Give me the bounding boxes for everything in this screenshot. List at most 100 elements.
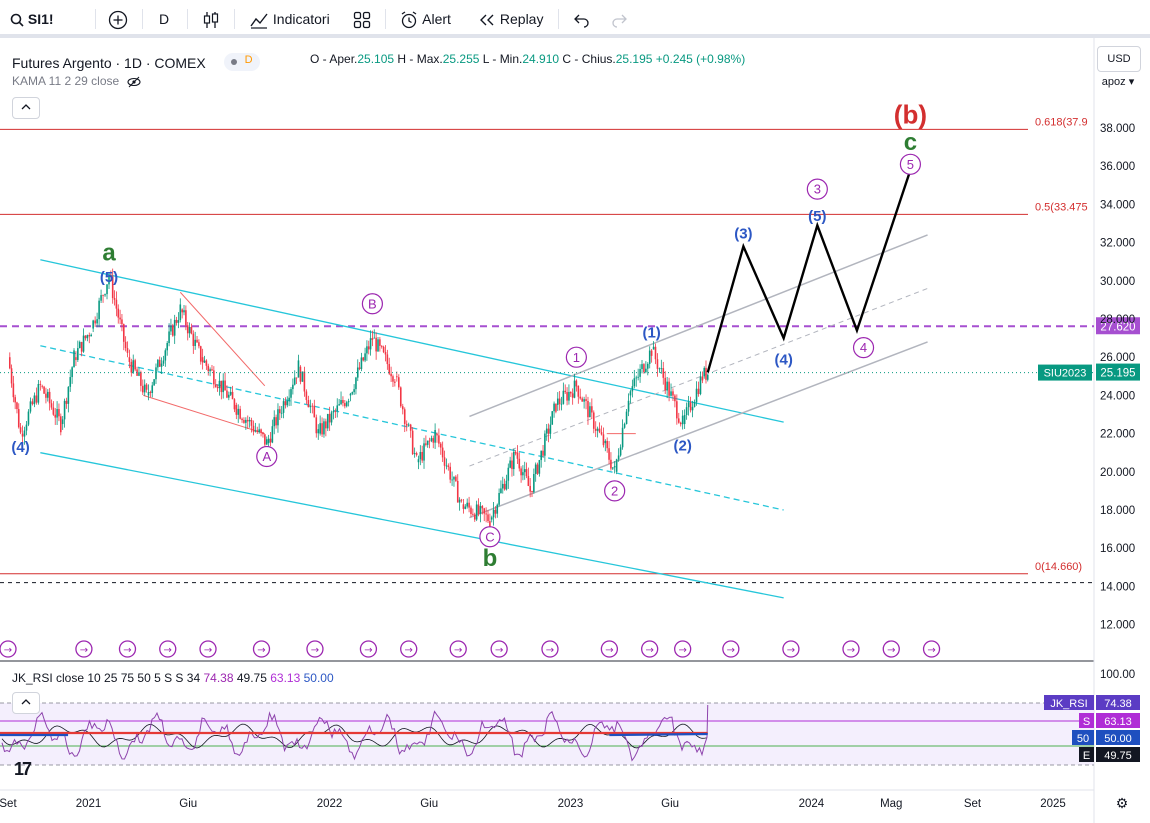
- candle-body: [407, 424, 410, 426]
- candle-body: [672, 391, 674, 396]
- dividend-marker-icon: [641, 640, 659, 658]
- candle-body: [475, 504, 478, 520]
- candle-body: [233, 399, 236, 410]
- candle-body: [214, 384, 217, 387]
- indicators-button[interactable]: Indicatori: [249, 8, 330, 30]
- candle-body: [591, 406, 593, 413]
- divider: [558, 9, 559, 29]
- kama-indicator[interactable]: KAMA 11 2 29 close: [12, 74, 141, 88]
- price-chart[interactable]: 0.618(37.9 0.5(33.475 0(14.660) 27.620 JK_R…: [0, 38, 1150, 823]
- candle-body: [470, 507, 472, 514]
- rsi-value-2: 49.75: [236, 671, 267, 685]
- candle-body: [492, 509, 495, 518]
- kama-label: KAMA 11 2 29 close: [12, 74, 120, 88]
- candle-body: [507, 467, 510, 481]
- candle-body: [344, 403, 346, 407]
- wave-circle: [604, 480, 626, 502]
- candle-body: [549, 424, 552, 434]
- candle-body: [481, 506, 484, 509]
- scale-mode-button[interactable]: apoz ▾: [1101, 76, 1135, 88]
- change-value: +0.245 (+0.98%): [655, 52, 746, 66]
- candles-icon: [203, 12, 219, 29]
- candle-body: [134, 360, 136, 370]
- candle-body: [525, 469, 528, 477]
- candle-body: [540, 450, 543, 461]
- time-tick-label: Giu: [179, 798, 197, 810]
- time-tick-label: Mag: [880, 798, 902, 810]
- wave-label: 4: [860, 340, 867, 355]
- candle-body: [472, 513, 474, 515]
- candle-body: [262, 432, 264, 435]
- candle-body: [153, 379, 155, 386]
- candle-body: [419, 451, 422, 460]
- hidden-eye-icon[interactable]: [126, 76, 141, 88]
- rsi-value-label: 74.38: [1104, 698, 1132, 710]
- alert-label: Alert: [422, 11, 451, 27]
- candle-body: [674, 395, 676, 402]
- candle-body: [23, 430, 26, 437]
- collapse-legend-button[interactable]: [12, 97, 40, 119]
- candle-body: [228, 394, 230, 398]
- rsi-value-4: 50.00: [303, 671, 334, 685]
- candle-body: [473, 514, 476, 520]
- candle-body: [568, 391, 570, 401]
- collapse-rsi-button[interactable]: [12, 692, 40, 714]
- candle-body: [542, 450, 544, 456]
- replay-button[interactable]: Replay: [478, 8, 543, 30]
- marker-arrow-icon: →: [364, 645, 372, 656]
- candle-body: [399, 387, 402, 407]
- candle-body: [119, 317, 121, 320]
- marker-arrow-icon: →: [311, 645, 319, 656]
- marker-arrow-icon: →: [546, 645, 554, 656]
- candle-body: [529, 485, 531, 492]
- tradingview-logo-icon[interactable]: 17: [14, 759, 32, 779]
- candle-body: [518, 458, 521, 469]
- candle-body: [284, 401, 287, 406]
- marker-arrow-icon: →: [123, 645, 131, 656]
- wave-circle: [479, 526, 501, 548]
- candle-body: [207, 365, 210, 372]
- layouts-button[interactable]: [353, 8, 371, 30]
- candle-body: [136, 369, 138, 376]
- divider: [95, 9, 96, 29]
- undo-button[interactable]: [573, 8, 591, 30]
- candle-body: [421, 451, 423, 461]
- candle-body: [436, 433, 438, 436]
- fib-levels: 0.618(37.9 0.5(33.475 0(14.660) 27.620: [0, 116, 1140, 584]
- candle-body: [10, 368, 13, 384]
- market-status[interactable]: D: [223, 53, 260, 71]
- candle-body: [82, 335, 85, 352]
- undo-icon: [574, 14, 589, 28]
- interval-button[interactable]: D: [159, 11, 170, 27]
- candle-body: [464, 506, 467, 509]
- alert-button[interactable]: Alert: [399, 8, 451, 30]
- wave-label: (4): [11, 439, 29, 456]
- wave-label: C: [485, 529, 494, 544]
- candle-body: [203, 360, 206, 363]
- candle-body: [438, 435, 440, 444]
- compare-button[interactable]: [108, 8, 128, 30]
- candle-body: [164, 350, 167, 361]
- candle-body: [307, 400, 310, 408]
- candle-body: [392, 376, 394, 382]
- candle-body: [222, 380, 225, 393]
- currency-button[interactable]: USD: [1097, 46, 1141, 72]
- candle-body: [695, 388, 698, 403]
- chart-type-button[interactable]: [202, 8, 220, 30]
- settings-gear-icon: ⚙: [1116, 795, 1129, 811]
- candle-body: [462, 504, 465, 509]
- candle-body: [181, 309, 183, 313]
- redo-button[interactable]: [610, 8, 628, 30]
- candle-body: [377, 339, 379, 352]
- candle-body: [67, 386, 70, 404]
- symbol-search[interactable]: SI1!: [10, 8, 54, 30]
- wave-circle: [565, 346, 587, 368]
- marker-arrow-icon: →: [80, 645, 88, 656]
- dividend-marker-icon: [674, 640, 692, 658]
- candle-body: [677, 418, 680, 423]
- marker-arrow-icon: →: [204, 645, 212, 656]
- price-tick-label: 30.000: [1100, 276, 1135, 288]
- candle-body: [315, 417, 318, 434]
- price-axis: 12.000 14.000 16.000 18.000 20.000 22.000 24.0…: [1100, 123, 1135, 681]
- candle-body: [77, 348, 79, 360]
